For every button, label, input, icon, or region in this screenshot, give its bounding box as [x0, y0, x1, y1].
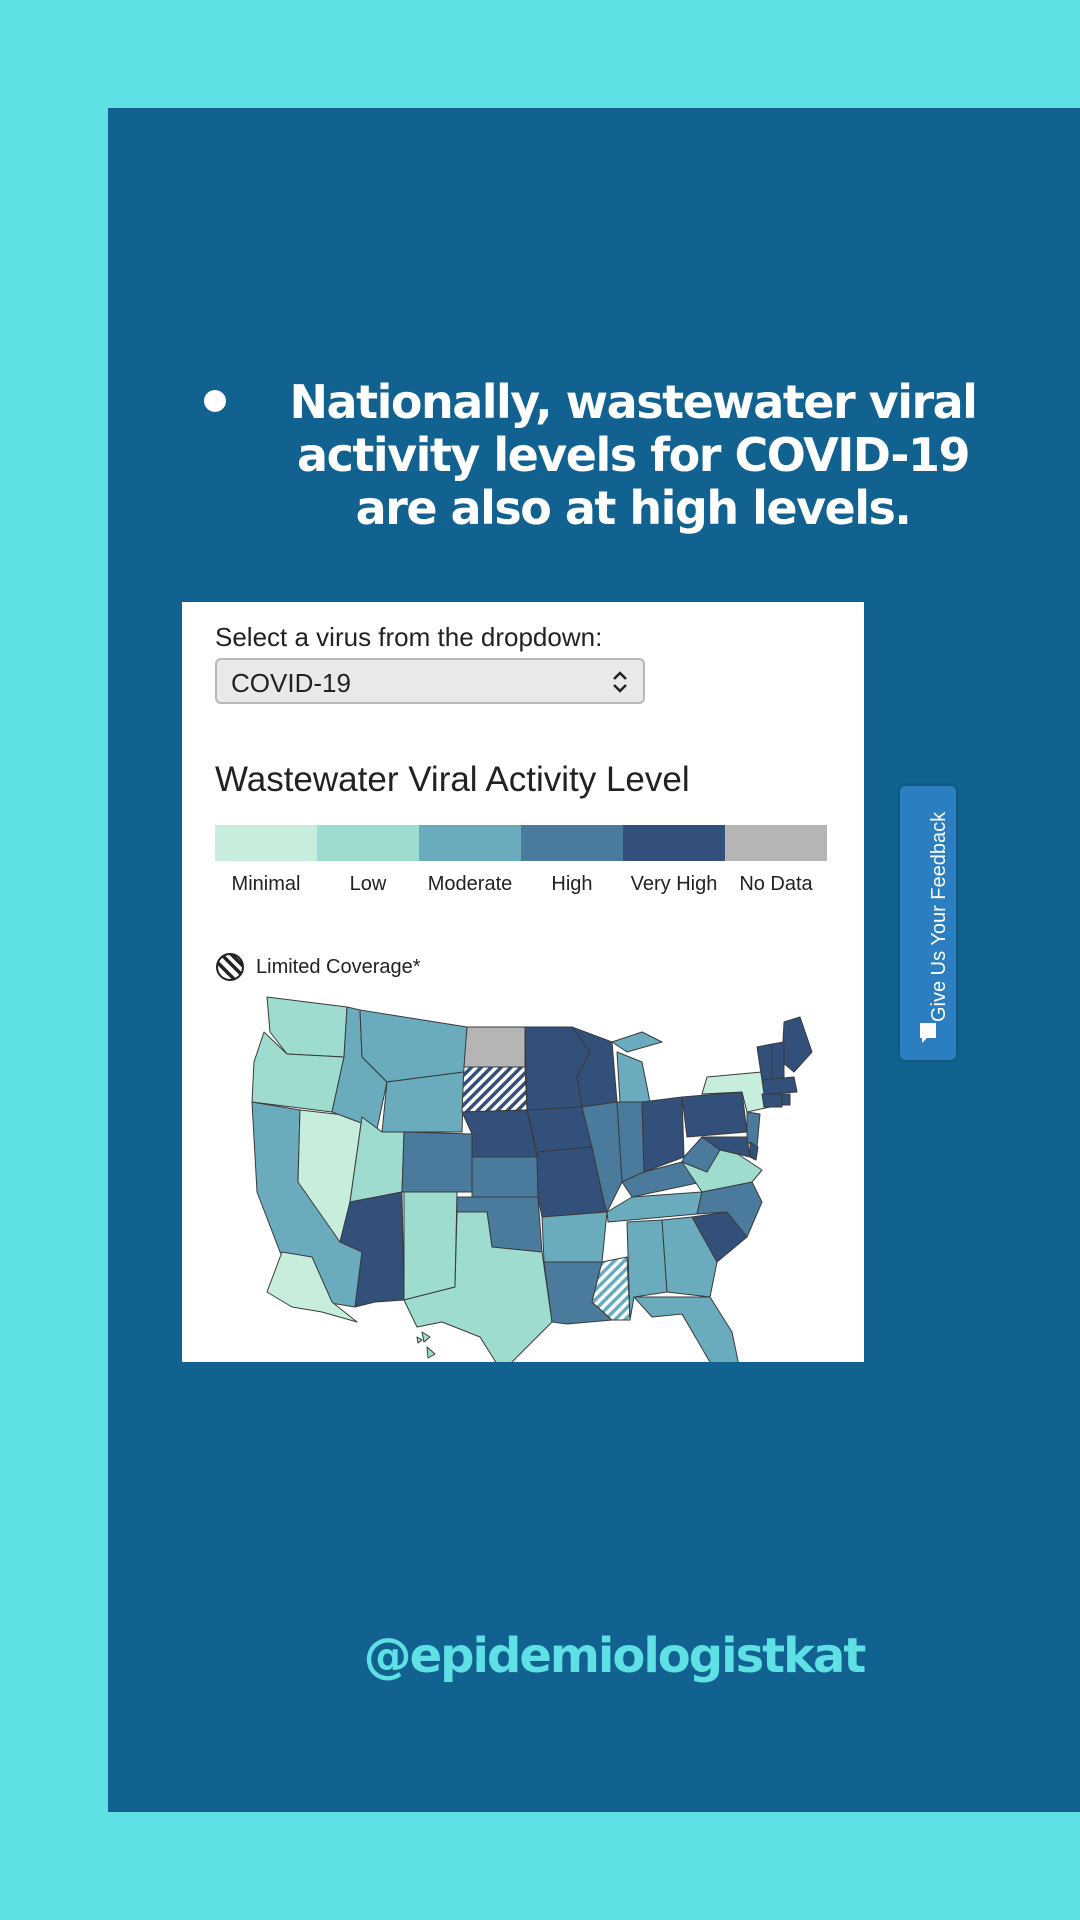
state-mt[interactable] [359, 1009, 468, 1083]
state-nm[interactable] [403, 1191, 458, 1301]
legend-swatch-moderate [419, 825, 521, 861]
legend-swatch-low [317, 825, 419, 861]
legend-swatch-high [521, 825, 623, 861]
state-ak[interactable] [266, 1251, 358, 1323]
state-ri[interactable] [781, 1093, 791, 1106]
state-ga[interactable] [661, 1216, 718, 1298]
feedback-button[interactable]: Give Us Your Feedback [900, 786, 956, 1060]
headline-text: Nationally, wastewater viral activity le… [289, 375, 978, 535]
state-ct[interactable] [761, 1093, 783, 1108]
state-nj[interactable] [746, 1111, 761, 1148]
dropdown-label: Select a virus from the dropdown: [215, 622, 603, 652]
legend-label-high: High [551, 873, 593, 895]
legend-labels: Minimal Low Moderate High Very High No Data [215, 872, 827, 932]
state-ks[interactable] [471, 1156, 539, 1198]
state-ar[interactable] [541, 1211, 608, 1263]
state-az[interactable] [339, 1191, 405, 1308]
state-oh[interactable] [641, 1096, 685, 1173]
state-nh[interactable] [771, 1041, 785, 1081]
hatched-circle-icon [216, 953, 244, 981]
author-handle: @epidemiologistkat [363, 1628, 867, 1684]
virus-dropdown[interactable]: COVID-19 [215, 658, 645, 704]
chevron-up-down-icon [613, 671, 627, 693]
state-ia[interactable] [526, 1106, 593, 1153]
map-title: Wastewater Viral Activity Level [215, 760, 690, 799]
legend-label-minimal: Minimal [231, 873, 301, 895]
state-sd[interactable] [461, 1066, 528, 1113]
feedback-label: Give Us Your Feedback [928, 811, 950, 1022]
us-choropleth-map [251, 996, 813, 1362]
state-me[interactable] [781, 1016, 813, 1073]
state-wv[interactable] [681, 1136, 721, 1173]
dropdown-selected-value: COVID-19 [231, 668, 351, 698]
legend-label-no-data: No Data [739, 873, 813, 895]
legend-color-bar [215, 825, 827, 861]
legend-swatch-no-data [725, 825, 827, 861]
state-in[interactable] [616, 1101, 645, 1183]
wastewater-screenshot-card: Select a virus from the dropdown: COVID-… [182, 602, 864, 1362]
state-ms[interactable] [591, 1256, 631, 1321]
state-pa[interactable] [681, 1091, 748, 1138]
state-de[interactable] [749, 1141, 759, 1161]
state-fl[interactable] [633, 1296, 742, 1362]
state-hi[interactable] [416, 1331, 436, 1359]
legend-label-low: Low [349, 873, 387, 895]
legend-label-very-high: Very High [630, 873, 718, 895]
state-co[interactable] [401, 1131, 473, 1193]
limited-coverage-legend: Limited Coverage* [215, 952, 421, 982]
legend-swatch-minimal [215, 825, 317, 861]
limited-coverage-label: Limited Coverage* [256, 955, 421, 978]
comment-icon [920, 1023, 936, 1043]
state-mi[interactable] [611, 1031, 663, 1103]
state-nd[interactable] [463, 1026, 526, 1068]
state-ne[interactable] [461, 1109, 538, 1158]
state-wy[interactable] [381, 1071, 465, 1133]
bullet-point-icon [204, 390, 226, 412]
state-ma[interactable] [761, 1076, 798, 1095]
legend-swatch-very-high [623, 825, 725, 861]
state-al[interactable] [626, 1219, 668, 1321]
legend-label-moderate: Moderate [427, 873, 513, 895]
